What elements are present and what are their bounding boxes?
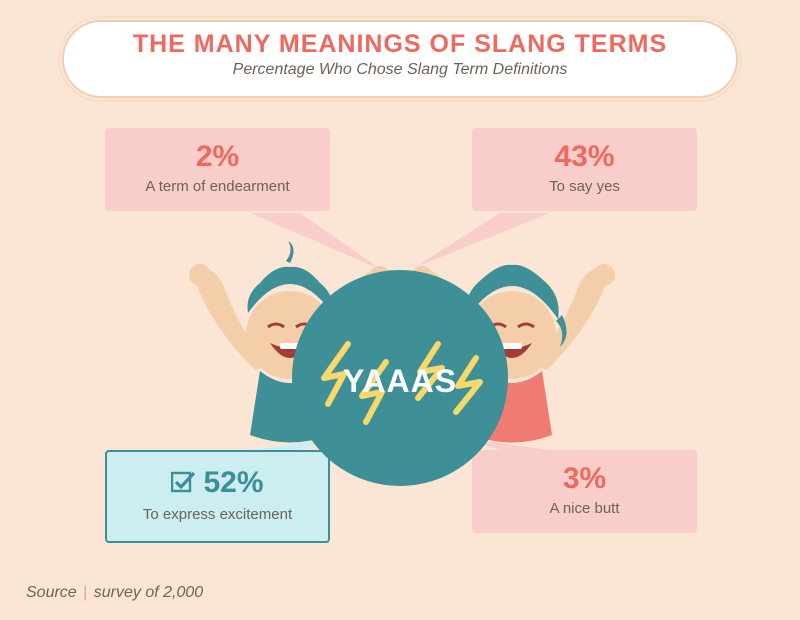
slang-word: YAAAS xyxy=(343,363,457,400)
infographic-stage: THE MANY MEANINGS OF SLANG TERMS Percent… xyxy=(0,0,800,620)
title-capsule: THE MANY MEANINGS OF SLANG TERMS Percent… xyxy=(62,20,738,98)
percent-value: 3% xyxy=(482,464,687,494)
definition-label: To say yes xyxy=(482,178,687,195)
page-subtitle: Percentage Who Chose Slang Term Definiti… xyxy=(64,61,736,79)
divider-bar-icon: | xyxy=(83,584,87,601)
percent-value: 52% xyxy=(117,468,318,500)
definition-label: A term of endearment xyxy=(115,178,320,195)
percent-number: 52% xyxy=(203,466,263,499)
percent-value: 2% xyxy=(115,142,320,172)
source-word: Source xyxy=(26,584,77,601)
source-text: survey of 2,000 xyxy=(94,584,203,601)
source-line: Source | survey of 2,000 xyxy=(26,584,203,602)
page-title: THE MANY MEANINGS OF SLANG TERMS xyxy=(64,32,736,57)
definition-label: A nice butt xyxy=(482,500,687,517)
percent-value: 43% xyxy=(482,142,687,172)
checkmark-icon xyxy=(171,470,197,500)
definition-card-yes: 43% To say yes xyxy=(472,128,697,211)
definition-label: To express excitement xyxy=(117,506,318,523)
definition-card-endearment: 2% A term of endearment xyxy=(105,128,330,211)
